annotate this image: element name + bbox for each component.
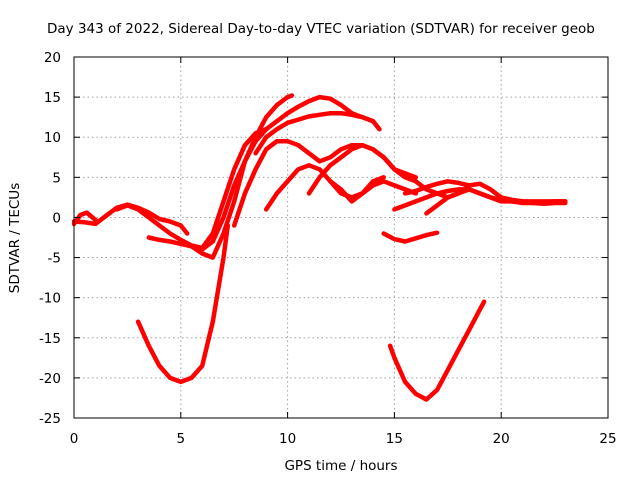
y-axis-label: SDTVAR / TECUs bbox=[7, 183, 23, 293]
plot-frame bbox=[73, 56, 609, 419]
x-tick-labels: 0 5 10 15 20 25 bbox=[70, 431, 617, 447]
axis-ticks bbox=[73, 56, 609, 419]
series-track-8 bbox=[263, 163, 419, 212]
y-tick-label: -10 bbox=[39, 291, 61, 307]
y-tick-label: 5 bbox=[52, 170, 61, 186]
x-tick-label: 5 bbox=[177, 431, 186, 447]
x-tick-label: 20 bbox=[493, 431, 510, 447]
series-track-12 bbox=[424, 187, 568, 216]
x-tick-label: 0 bbox=[70, 431, 79, 447]
y-tick-label: -25 bbox=[39, 411, 61, 427]
series-track-15 bbox=[135, 223, 231, 385]
series-track-3 bbox=[114, 126, 269, 251]
x-axis-label: GPS time / hours bbox=[284, 458, 397, 474]
y-tick-label: 15 bbox=[44, 90, 61, 106]
y-tick-label: -5 bbox=[48, 251, 61, 267]
series-track-13 bbox=[402, 179, 472, 196]
y-tick-label: 20 bbox=[44, 50, 61, 66]
series-track-6 bbox=[253, 110, 376, 156]
chart-title: Day 343 of 2022, Sidereal Day-to-day VTE… bbox=[47, 21, 595, 37]
y-tick-label: 0 bbox=[52, 210, 61, 226]
y-tick-labels: -25 -20 -15 -10 -5 0 5 10 15 20 bbox=[39, 50, 61, 427]
x-tick-label: 25 bbox=[599, 431, 616, 447]
series-track-10 bbox=[328, 175, 386, 204]
x-tick-label: 10 bbox=[279, 431, 296, 447]
series-track-14 bbox=[381, 230, 440, 244]
y-tick-label: -15 bbox=[39, 331, 61, 347]
series-track-16 bbox=[387, 299, 487, 402]
x-tick-label: 15 bbox=[386, 431, 403, 447]
series-track-2 bbox=[71, 210, 98, 227]
y-tick-label: -20 bbox=[39, 371, 61, 387]
plot-area bbox=[71, 93, 568, 402]
series-track-4 bbox=[146, 93, 295, 260]
y-tick-label: 10 bbox=[44, 130, 61, 146]
